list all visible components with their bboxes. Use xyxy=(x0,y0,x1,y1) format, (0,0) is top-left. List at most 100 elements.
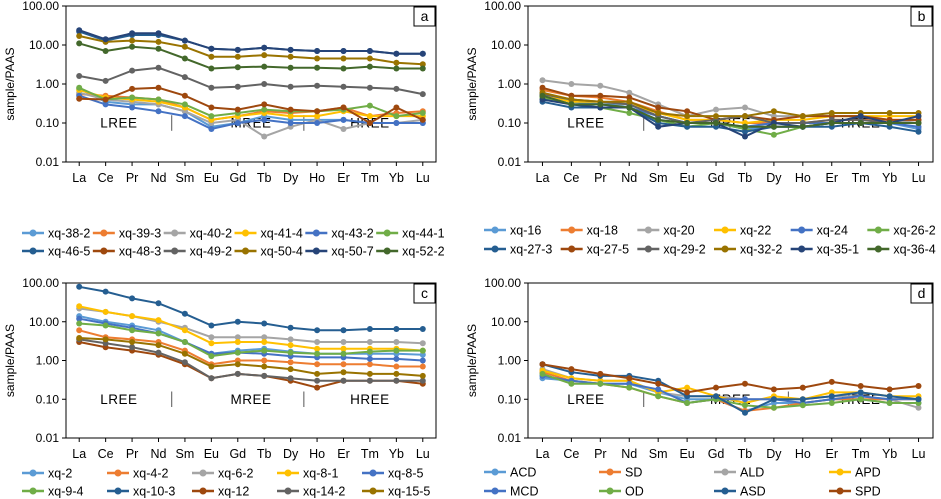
legend-swatch-marker xyxy=(242,247,249,255)
data-point xyxy=(393,370,400,377)
panel-label-box xyxy=(910,6,933,27)
data-point xyxy=(314,327,321,334)
y-tick-label: 1.00 xyxy=(498,77,522,91)
data-point xyxy=(684,400,691,406)
data-point xyxy=(597,101,604,108)
data-point xyxy=(655,380,662,387)
legend-label: APD xyxy=(855,466,881,480)
y-tick-label: 100.00 xyxy=(22,276,59,290)
x-tick-label: Sm xyxy=(649,171,668,185)
legend-swatch-marker xyxy=(491,487,499,495)
series-line-xq-50-7 xyxy=(78,29,423,55)
legend-swatch-marker xyxy=(644,226,652,234)
legend-item: xq-8-1 xyxy=(277,467,338,481)
data-point xyxy=(626,104,633,111)
legend-swatch-marker xyxy=(312,247,320,255)
data-point xyxy=(340,361,347,368)
x-tick-label: Dy xyxy=(283,171,299,185)
legend-label: xq-6-2 xyxy=(218,467,253,481)
data-point xyxy=(155,45,162,52)
data-point xyxy=(234,120,241,126)
data-point xyxy=(234,349,241,356)
legend-item: APD xyxy=(829,466,881,480)
data-point xyxy=(102,322,109,329)
data-point xyxy=(208,340,215,347)
x-tick-label: Sm xyxy=(176,447,195,461)
data-point xyxy=(102,308,109,315)
legend-label: xq-27-5 xyxy=(587,243,629,257)
data-point xyxy=(568,81,575,87)
y-axis-label: sample/PAAS xyxy=(3,324,17,397)
data-point xyxy=(742,113,748,120)
legend-swatch-marker xyxy=(114,487,122,495)
legend-item: xq-12 xyxy=(192,485,249,499)
data-point xyxy=(129,43,136,50)
data-point xyxy=(539,77,546,84)
data-point xyxy=(393,377,400,384)
group-label: LREE xyxy=(100,392,137,407)
data-point xyxy=(742,104,748,111)
legend-swatch-marker xyxy=(100,229,108,237)
data-point xyxy=(314,377,321,384)
x-tick-label: Pr xyxy=(594,447,607,461)
legend-item: xq-18 xyxy=(560,224,618,238)
data-point xyxy=(419,91,426,98)
legend-item: xq-10-3 xyxy=(107,485,175,499)
legend-item: ALD xyxy=(714,466,764,480)
y-tick-label: 0.10 xyxy=(498,116,522,130)
data-point xyxy=(366,348,373,355)
legend-item: xq-38-2 xyxy=(22,227,90,241)
data-point xyxy=(568,96,575,103)
data-point xyxy=(419,351,426,358)
data-point xyxy=(76,320,83,327)
series-line-xq-48-3 xyxy=(79,86,424,125)
y-tick-label: 10.00 xyxy=(491,38,521,52)
data-point xyxy=(76,33,83,39)
data-point xyxy=(76,95,83,102)
x-tick-label: Dy xyxy=(283,447,299,461)
data-point xyxy=(366,113,373,120)
y-tick-label: 1.00 xyxy=(36,354,60,368)
data-point xyxy=(314,113,321,120)
data-point xyxy=(857,120,864,126)
data-point xyxy=(799,402,806,409)
legend-swatch-marker xyxy=(721,468,729,476)
data-point xyxy=(76,40,83,47)
legend-swatch-marker xyxy=(369,469,377,477)
data-point xyxy=(828,378,835,385)
data-point xyxy=(261,357,268,364)
legend-swatch-marker xyxy=(284,469,292,477)
data-point xyxy=(181,37,188,44)
legend-item: xq-29-2 xyxy=(637,243,706,257)
legend-item: xq-6-2 xyxy=(192,467,253,481)
data-point xyxy=(684,113,691,120)
x-tick-label: Pr xyxy=(126,447,139,461)
legend-label: xq-39-3 xyxy=(119,227,161,241)
legend-item: xq-32-2 xyxy=(714,243,782,257)
data-point xyxy=(626,110,633,116)
legend-label: xq-41-4 xyxy=(261,227,303,241)
series-line-xq-9-4 xyxy=(79,322,423,358)
legend-swatch-marker xyxy=(798,245,806,253)
data-point xyxy=(742,380,748,387)
series-line-xq-32-2 xyxy=(542,91,919,118)
x-tick-label: Yb xyxy=(389,447,404,461)
legend-swatch-marker xyxy=(29,469,37,477)
data-point xyxy=(366,355,373,362)
legend-label: xq-4-2 xyxy=(133,467,168,481)
data-point xyxy=(129,327,136,334)
data-point xyxy=(129,30,136,37)
data-point xyxy=(655,386,662,393)
data-point xyxy=(713,393,719,400)
x-tick-label: Sm xyxy=(176,171,195,185)
data-point xyxy=(684,108,691,115)
x-tick-label: Tm xyxy=(852,171,870,185)
data-point xyxy=(857,113,864,120)
data-point xyxy=(155,84,162,91)
x-tick-label: Eu xyxy=(204,447,219,461)
x-tick-label: Lu xyxy=(416,171,430,185)
data-point xyxy=(155,317,162,324)
data-point xyxy=(261,363,268,370)
legend-item: xq-41-4 xyxy=(234,227,303,241)
y-tick-label: 0.01 xyxy=(498,431,522,445)
